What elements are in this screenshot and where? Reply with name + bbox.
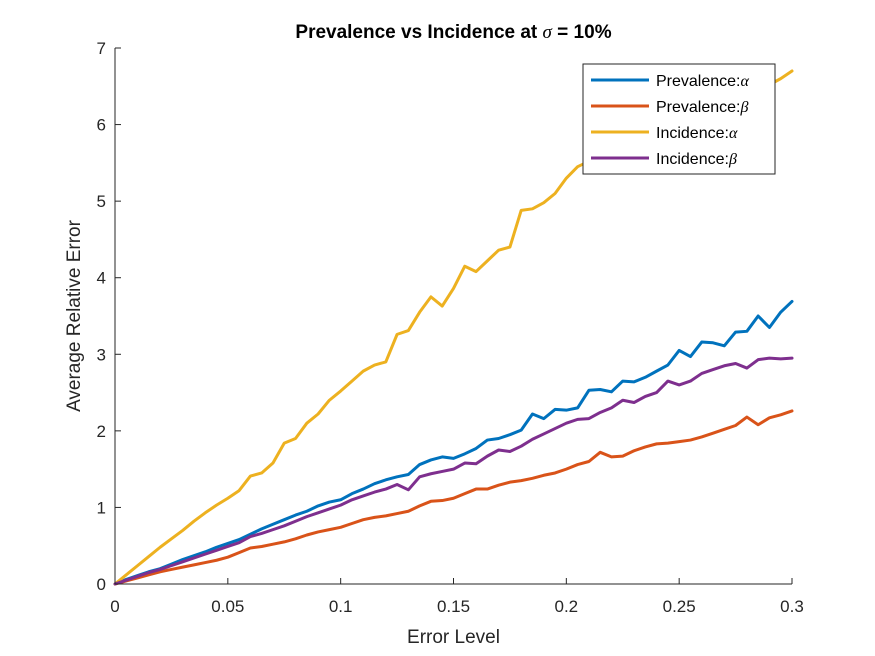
- legend-label-2: Prevalence:β: [656, 99, 749, 116]
- x-tick-label: 0.05: [211, 597, 244, 616]
- x-tick-label: 0: [110, 597, 119, 616]
- x-tick-label: 0.25: [663, 597, 696, 616]
- y-ticks: 0 1 2 3 4 5 6 7: [97, 39, 121, 594]
- legend-items: Prevalence:α Prevalence:β Incidence:α Incid…: [591, 73, 750, 168]
- y-tick-label: 6: [97, 116, 106, 135]
- series-line-2: [113, 409, 794, 586]
- y-axis-label: Average Relative Error: [64, 219, 85, 412]
- y-tick-label: 2: [97, 422, 106, 441]
- legend: Prevalence:α Prevalence:β Incidence:α Incid…: [582, 63, 776, 175]
- y-tick-label: 1: [97, 498, 106, 517]
- title-prefix: Prevalence vs Incidence at: [295, 22, 542, 43]
- x-tick-label: 0.2: [555, 597, 579, 616]
- x-tick-label: 0.1: [329, 597, 353, 616]
- series-line-1: [113, 299, 794, 586]
- x-tick-label: 0.15: [437, 597, 470, 616]
- y-tick-label: 3: [97, 345, 106, 364]
- y-tick-label: 0: [97, 575, 106, 594]
- axes: 0 0.05 0.1 0.15 0.2 0.25 0.3 0 1 2 3 4 5 6 7: [97, 39, 804, 616]
- y-tick-label: 7: [97, 39, 106, 58]
- x-axis-label: Error Level: [407, 627, 500, 648]
- series-line-4: [113, 356, 794, 586]
- chart-title: Prevalence vs Incidence at σ = 10%: [295, 22, 611, 43]
- title-symbol: σ: [543, 22, 553, 43]
- legend-label-1: Prevalence:α: [656, 73, 750, 90]
- y-tick-label: 5: [97, 192, 106, 211]
- y-tick-label: 4: [97, 269, 106, 288]
- legend-label-3: Incidence:α: [656, 125, 738, 142]
- x-tick-label: 0.3: [780, 597, 804, 616]
- legend-label-4: Incidence:β: [656, 151, 737, 168]
- x-ticks: 0 0.05 0.1 0.15 0.2 0.25 0.3: [110, 578, 804, 616]
- title-suffix: = 10%: [552, 22, 612, 43]
- legend-box: [582, 63, 776, 175]
